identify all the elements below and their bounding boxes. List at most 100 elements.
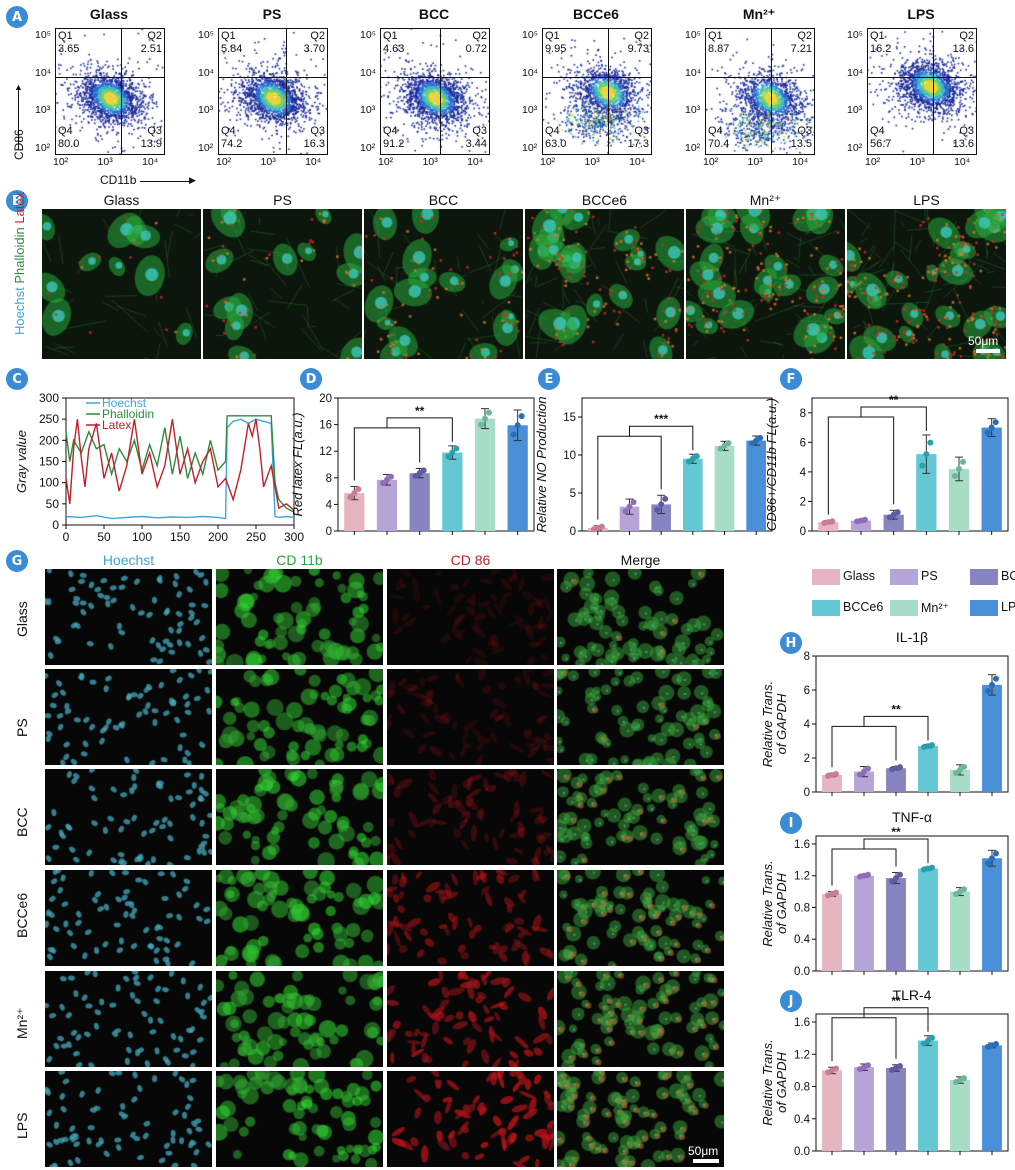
grid-image-canvas bbox=[557, 769, 724, 865]
flow-gate-vertical bbox=[932, 29, 934, 154]
flow-xtick-label: 10³ bbox=[97, 156, 113, 168]
flow-ytick-label: 10³ bbox=[847, 104, 863, 117]
significance-stars: *** bbox=[654, 412, 668, 426]
y-tick-label: 8 bbox=[804, 651, 810, 663]
y-tick-label: 0.8 bbox=[794, 1082, 810, 1094]
y-tick-label: 2 bbox=[800, 496, 806, 508]
flow-xtick-label: 10³ bbox=[260, 156, 276, 168]
microscopy-b-canvas bbox=[42, 209, 201, 359]
legend-swatch-ps bbox=[890, 569, 918, 585]
data-point bbox=[347, 494, 354, 501]
y-tick-label: 0 bbox=[570, 526, 576, 538]
bar-mn bbox=[474, 418, 496, 531]
microscopy-b-title: LPS bbox=[913, 192, 940, 208]
data-point bbox=[384, 476, 390, 483]
grid-image-canvas bbox=[387, 1071, 554, 1167]
grid-image-canvas bbox=[387, 569, 554, 665]
y-axis-label: of GAPDH bbox=[774, 873, 789, 934]
grid-col-title: Merge bbox=[620, 552, 661, 568]
grid-image bbox=[387, 769, 554, 865]
data-point bbox=[993, 1040, 999, 1047]
data-point bbox=[988, 424, 995, 431]
significance-stars: ** bbox=[891, 994, 901, 1008]
flow-density-canvas bbox=[706, 29, 814, 154]
flow-xtick-label: 10² bbox=[865, 156, 881, 168]
grid-image-canvas bbox=[45, 870, 212, 966]
quadrant-value-q4: 74.2 bbox=[221, 138, 243, 150]
significance-stars: ** bbox=[891, 702, 901, 716]
legend-label-glass: Glass bbox=[843, 569, 875, 583]
bar-bcce6 bbox=[442, 452, 463, 531]
quadrant-value-q1: 4.63 bbox=[383, 43, 405, 55]
y-tick-label: 15 bbox=[563, 412, 576, 424]
y-tick-label: 100 bbox=[39, 476, 59, 490]
bar-bcce6 bbox=[916, 454, 937, 531]
y-tick-label: 6 bbox=[800, 437, 806, 449]
flow-density-canvas bbox=[381, 29, 489, 154]
panel-letter-e: E bbox=[538, 368, 560, 390]
bar-chart-f: 0 2 4 6 8 ** CD86+/CD11b FL(a.u.) bbox=[764, 393, 1009, 538]
y-tick-label: 0 bbox=[804, 787, 810, 799]
flow-density-canvas bbox=[219, 29, 327, 154]
data-point bbox=[482, 415, 488, 422]
quadrant-label-q4: Q4 bbox=[221, 125, 236, 137]
bar-ps bbox=[854, 875, 874, 971]
data-point bbox=[929, 1034, 935, 1041]
data-point bbox=[927, 439, 934, 446]
flow-ytick-label: 10² bbox=[685, 142, 701, 154]
data-point bbox=[351, 490, 358, 497]
series-line-latex bbox=[65, 419, 295, 511]
grid-image bbox=[387, 971, 554, 1067]
quadrant-value-q1: 5.84 bbox=[221, 43, 243, 55]
bar-glass bbox=[822, 893, 842, 971]
flow-xtick-label: 10⁴ bbox=[142, 156, 159, 168]
data-point bbox=[833, 1065, 839, 1072]
y-axis-label: of GAPDH bbox=[774, 1052, 789, 1113]
grid-image bbox=[45, 1071, 212, 1167]
flow-xtick-label: 10⁴ bbox=[954, 156, 971, 168]
bar-bcc bbox=[886, 878, 906, 971]
significance-bracket bbox=[831, 848, 897, 886]
flow-density-canvas bbox=[56, 29, 164, 154]
flow-ytick-label: 10⁵ bbox=[685, 29, 702, 41]
panel-letter-d: D bbox=[300, 368, 322, 390]
series-line-phalloidin bbox=[65, 415, 295, 513]
grid-image bbox=[216, 1071, 383, 1167]
grid-image bbox=[387, 669, 554, 765]
flow-gate-vertical bbox=[120, 29, 122, 154]
grid-image-canvas bbox=[557, 569, 724, 665]
quadrant-label-q3: Q3 bbox=[959, 125, 974, 137]
quadrant-label-q4: Q4 bbox=[545, 125, 560, 137]
flow-plot: Q1 8.87 Q2 7.21 Q3 13.5 Q4 70.4 bbox=[705, 28, 815, 155]
grid-image bbox=[557, 971, 724, 1067]
y-tick-label: 0.4 bbox=[794, 934, 811, 946]
grid-row-title: Mn²⁺ bbox=[14, 1007, 30, 1040]
y-tick-label: 250 bbox=[39, 412, 59, 426]
grid-image bbox=[216, 870, 383, 966]
y-tick-label: 0.0 bbox=[794, 966, 810, 978]
microscopy-b-canvas bbox=[686, 209, 845, 359]
data-point bbox=[829, 518, 836, 525]
flow-ytick-label: 10² bbox=[847, 142, 863, 154]
bar-ps bbox=[376, 479, 398, 531]
flow-plot-title: Glass bbox=[89, 6, 129, 22]
chart-title: TLR-4 bbox=[893, 987, 932, 1003]
significance-stars: ** bbox=[889, 393, 899, 407]
grid-image-canvas bbox=[557, 669, 724, 765]
y-tick-label: 200 bbox=[39, 433, 59, 447]
data-point bbox=[445, 453, 452, 460]
quadrant-label-q2: Q2 bbox=[472, 30, 487, 42]
y-axis-label: CD86+/CD11b FL(a.u.) bbox=[764, 398, 779, 531]
significance-bracket bbox=[353, 427, 421, 481]
flow-gate-vertical bbox=[440, 29, 442, 154]
quadrant-label-q3: Q3 bbox=[634, 125, 649, 137]
x-tick-label: 300 bbox=[284, 530, 304, 544]
grid-image-canvas bbox=[216, 669, 383, 765]
y-tick-label: 4 bbox=[804, 719, 811, 731]
data-point bbox=[626, 503, 633, 510]
legend-label-bcc: BCC bbox=[1001, 569, 1015, 583]
grid-image bbox=[45, 669, 212, 765]
arrow-right-icon: ▶ bbox=[189, 175, 196, 185]
flow-xtick-label: 10³ bbox=[422, 156, 438, 168]
